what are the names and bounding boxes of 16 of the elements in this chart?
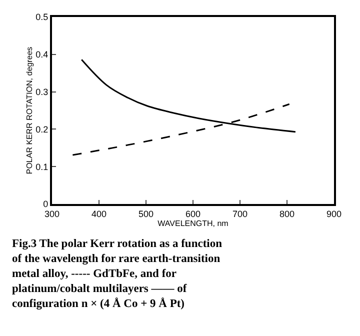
x-axis-title: WAVELENGTH, nm (158, 218, 229, 228)
y-tick-label: 0 (43, 199, 48, 210)
y-tick-label: 0.5 (36, 12, 48, 22)
x-tick-label: 900 (326, 208, 342, 219)
y-tick-label: 0.1 (36, 162, 48, 172)
x-tick-label: 700 (232, 208, 248, 219)
x-tick-label: 600 (185, 208, 201, 219)
x-tick-label: 300 (44, 208, 60, 219)
x-tick-label: 500 (138, 208, 154, 219)
x-tick-label: 800 (279, 208, 295, 219)
x-tick-label: 400 (91, 208, 107, 219)
y-tick-label: 0.3 (36, 86, 48, 97)
y-tick-label: 0.2 (36, 124, 48, 134)
caption: Fig.3 The polar Kerr rotation as a function of the wavelength for rare earth-transition metal alloy, ----- GdTbFe, and for platinum/cobalt multilayers —— of configuration n × (4 Å Co + 9 Å Pt) (12, 238, 223, 310)
y-axis-title: POLAR KERR ROTATION, degrees (24, 46, 34, 174)
y-tick-label: 0.4 (36, 50, 48, 60)
